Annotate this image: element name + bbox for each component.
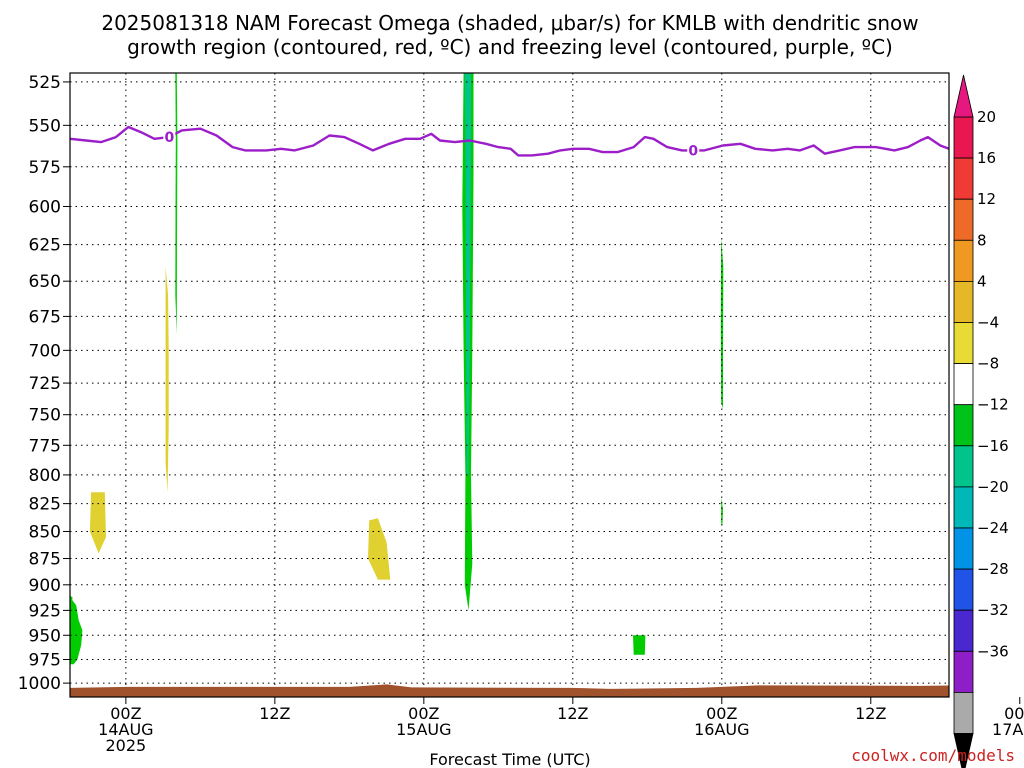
omega-shade-8 [720, 237, 724, 409]
omega-shade-4 [175, 73, 178, 335]
omega-shade-11 [1016, 69, 1024, 610]
freezing-level-label: 0 [688, 143, 698, 159]
colorbar-label: −32 [977, 601, 1009, 619]
y-tick-label: 625 [29, 236, 61, 256]
colorbar-segment [953, 280, 974, 323]
colorbar-segment [953, 527, 974, 570]
colorbar-label: 16 [977, 149, 996, 167]
x-tick-label: 00Z [408, 704, 439, 723]
colorbar-segment [953, 692, 974, 734]
freezing-level-label: 0 [1000, 142, 1010, 158]
y-tick-label: 725 [29, 374, 61, 394]
colorbar-segment [953, 157, 974, 200]
colorbar-label: 8 [977, 231, 987, 249]
omega-shade-12 [1020, 108, 1023, 350]
colorbar-label: 4 [977, 272, 987, 290]
y-tick-label: 650 [29, 272, 61, 292]
colorbar: 20 16 12 8 4 −4 −8 −12 −16 −20 −24 −28 −32 −36 [953, 74, 1009, 768]
freezing-level-line [70, 125, 949, 157]
y-tick-label: 550 [29, 116, 61, 136]
x-axis-label: Forecast Time (UTC) [429, 750, 590, 768]
x-tick-year: 2025 [106, 736, 147, 755]
colorbar-label: 20 [977, 108, 996, 126]
surface-terrain [70, 684, 949, 697]
y-tick-label: 925 [29, 601, 61, 621]
omega-shade-5 [368, 518, 391, 580]
colorbar-label: −16 [977, 437, 1009, 455]
x-tick-label: 12Z [557, 704, 588, 723]
colorbar-label: −24 [977, 519, 1009, 537]
y-tick-label: 575 [29, 158, 61, 178]
x-tick-label: 00Z [1004, 704, 1024, 723]
y-tick-label: 900 [29, 576, 61, 596]
y-tick-label: 750 [29, 406, 61, 426]
y-tick-label: 525 [29, 73, 61, 93]
x-tick-label: 12Z [855, 704, 886, 723]
x-tick-date: 15AUG [396, 720, 451, 739]
x-tick-label: 12Z [259, 704, 290, 723]
colorbar-segment [953, 198, 974, 241]
omega-shade-2 [89, 492, 106, 554]
colorbar-label: 12 [977, 190, 996, 208]
y-tick-label: 975 [29, 650, 61, 670]
chart-title-line2: growth region (contoured, red, ºC) and f… [127, 35, 893, 59]
colorbar-label: −12 [977, 396, 1009, 414]
y-tick-label: 775 [29, 436, 61, 456]
plot-area: 0 0 0 [70, 69, 1024, 697]
x-tick-date: 17AUG [992, 720, 1024, 739]
colorbar-segment [953, 322, 974, 364]
colorbar-label: −36 [977, 642, 1009, 660]
y-tick-label: 800 [29, 466, 61, 486]
freezing-label-bg [999, 141, 1011, 157]
colorbar-label: −20 [977, 478, 1009, 496]
omega-shade-3 [165, 266, 169, 493]
omega-shade-1 [70, 595, 73, 631]
y-tick-label: 950 [29, 626, 61, 646]
colorbar-segment [953, 363, 974, 406]
axes: 5255505756006256506757007257507758008258… [18, 72, 1024, 755]
omega-shade-0 [70, 597, 83, 665]
freezing-level-label: 0 [164, 130, 174, 146]
y-tick-label: 600 [29, 198, 61, 218]
colorbar-segment [953, 609, 974, 652]
y-tick-label: 675 [29, 307, 61, 327]
colorbar-segment [953, 116, 974, 159]
colorbar-top-arrow [953, 74, 974, 118]
freezing-label-bg [163, 129, 176, 146]
freezing-label-bg [687, 142, 700, 159]
colorbar-bottom-arrow [953, 733, 974, 768]
y-tick-label: 825 [29, 495, 61, 515]
x-tick-label: 00Z [110, 704, 141, 723]
y-tick-label: 875 [29, 550, 61, 570]
colorbar-label: −8 [977, 355, 999, 373]
colorbar-label: −4 [977, 314, 999, 332]
plot-frame [69, 72, 950, 698]
credit-text: coolwx.com/models [851, 746, 1015, 765]
colorbar-segment [953, 445, 974, 488]
chart-title-line1: 2025081318 NAM Forecast Omega (shaded, μ… [101, 11, 918, 35]
y-tick-label: 850 [29, 522, 61, 542]
y-tick-label: 1000 [18, 674, 61, 694]
x-tick-date: 14AUG [98, 720, 153, 739]
x-tick-date: 16AUG [694, 720, 749, 739]
colorbar-label: −28 [977, 560, 1009, 578]
y-tick-label: 700 [29, 341, 61, 361]
colorbar-segment [953, 239, 974, 282]
colorbar-segment [953, 650, 974, 693]
colorbar-segment [953, 568, 974, 611]
x-tick-label: 00Z [706, 704, 737, 723]
omega-shade-7 [464, 73, 471, 475]
colorbar-segment [953, 404, 974, 447]
omega-shade-10 [633, 635, 646, 655]
colorbar-segment [953, 486, 974, 529]
